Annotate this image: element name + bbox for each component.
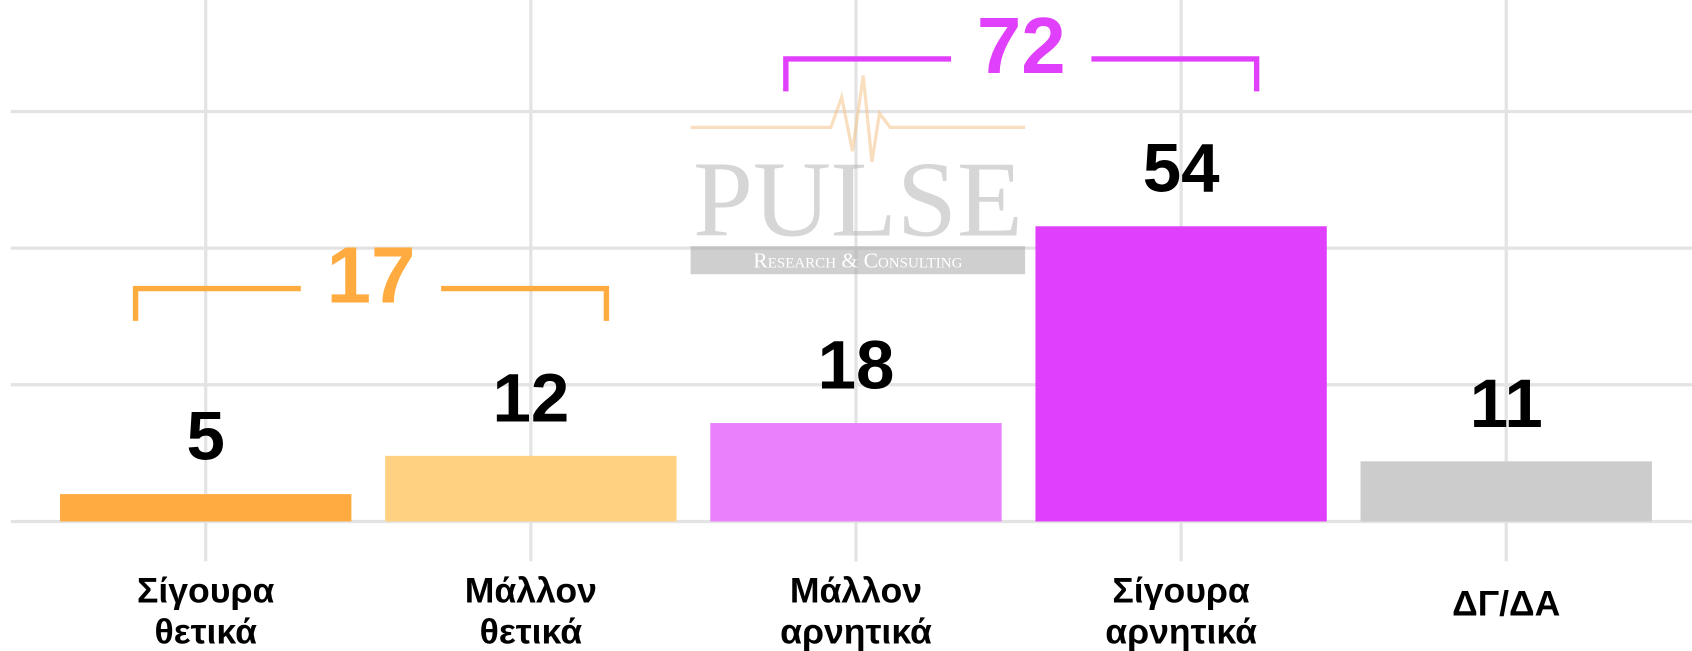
bracket	[132, 285, 610, 321]
value-label: 11	[1470, 364, 1543, 442]
watermark-subtitle: Research & Consulting	[753, 249, 962, 273]
bracket-label: 72	[977, 1, 1066, 90]
x-tick-label: Σίγουρα θετικά	[137, 570, 275, 651]
bar	[1360, 461, 1652, 522]
watermark: PULSE Research & Consulting	[690, 75, 1026, 275]
bar	[60, 494, 352, 522]
value-label: 54	[1143, 129, 1220, 207]
x-tick-label: Σίγουρα αρνητικά	[1105, 570, 1257, 651]
watermark-title: PULSE	[693, 140, 1023, 259]
bar	[385, 455, 677, 522]
watermark-pulse	[690, 75, 1026, 163]
bracket-label: 17	[327, 231, 416, 320]
value-label: 12	[492, 358, 569, 436]
bar	[710, 423, 1002, 522]
bracket	[783, 56, 1260, 92]
bar	[1035, 226, 1327, 522]
value-label: 5	[187, 397, 225, 475]
value-label: 18	[818, 325, 895, 403]
watermark-box	[690, 246, 1026, 275]
x-tick-label: Μάλλον θετικά	[465, 570, 597, 651]
x-tick-label: ΔΓ/ΔΑ	[1452, 583, 1560, 623]
x-tick-label: Μάλλον αρνητικά	[780, 570, 932, 651]
